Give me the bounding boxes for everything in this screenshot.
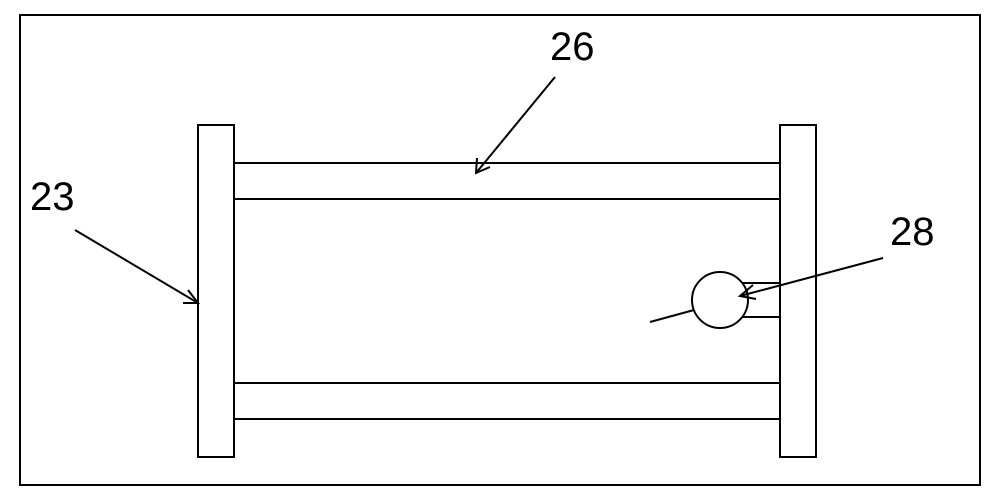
diagram-canvas: 23 26 28 <box>0 0 1000 503</box>
leader-23 <box>75 230 198 303</box>
left-bracket <box>198 125 234 457</box>
diagram-svg <box>0 0 1000 503</box>
motor-tail <box>650 310 694 322</box>
right-bracket <box>780 125 816 457</box>
leader-26 <box>476 77 555 173</box>
label-23: 23 <box>30 175 75 220</box>
label-26: 26 <box>550 25 595 70</box>
motor-icon <box>692 272 748 328</box>
top-bar <box>234 163 780 199</box>
label-28: 28 <box>890 210 935 255</box>
bottom-bar <box>234 383 780 419</box>
